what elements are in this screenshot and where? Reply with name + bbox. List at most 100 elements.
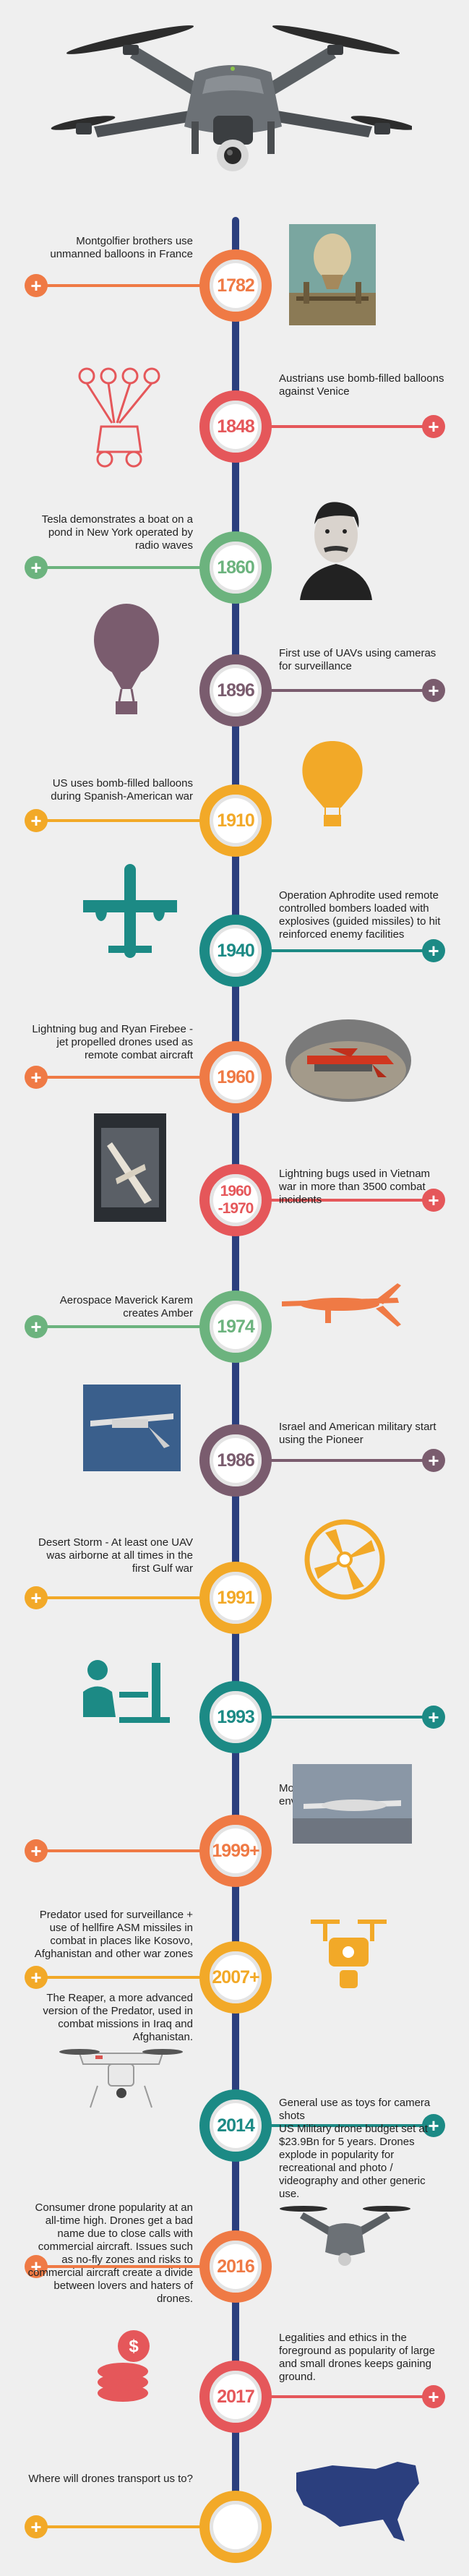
expand-plus-button[interactable]: + [422, 679, 445, 702]
event-description: Israel and American military start using… [279, 1421, 436, 1446]
expand-plus-button[interactable]: + [25, 1586, 48, 1609]
expand-plus-button[interactable]: + [422, 2114, 445, 2137]
year-label: 1974 [217, 1317, 255, 1337]
event-connector [35, 566, 202, 569]
balloon-launch-painting-icon [289, 224, 376, 325]
expand-plus-button[interactable]: + [422, 1189, 445, 1212]
propeller-icon [304, 1519, 385, 1600]
event-connector [269, 2124, 432, 2127]
event-illustration [289, 224, 376, 329]
event-connector [35, 1849, 202, 1852]
event-connector [35, 1976, 202, 1979]
svg-text:$: $ [129, 2337, 139, 2356]
event-illustration [79, 860, 181, 965]
expand-plus-button[interactable]: + [25, 809, 48, 832]
event-description: Tesla demonstrates a boat on a pond in N… [41, 513, 193, 552]
expand-plus-button[interactable]: + [422, 2385, 445, 2408]
event-illustration [87, 604, 166, 719]
usa-map-icon [296, 2462, 419, 2541]
expand-plus-button[interactable]: + [422, 415, 445, 438]
year-circle: 1999+ [199, 1815, 272, 1887]
expand-plus-button[interactable]: + [25, 1315, 48, 1338]
year-circle: 1860 [199, 531, 272, 604]
event-illustration [307, 1909, 390, 1999]
event-connector [35, 1325, 202, 1328]
event-description: Lightning bugs used in Vietnam war in mo… [279, 1168, 431, 1206]
event-connector [35, 2265, 202, 2268]
hero-drone-icon [51, 25, 412, 171]
event-description: US uses bomb-filled balloons during Span… [51, 777, 193, 803]
year-circle: 1993 [199, 1681, 272, 1753]
year-circle: 1848 [199, 390, 272, 463]
year-circle: 2007+ [199, 1941, 272, 2014]
year-label: 1993 [217, 1707, 255, 1727]
white-quadcopter-icon [59, 2049, 183, 2108]
year-circle: 1986 [199, 1424, 272, 1497]
event-illustration [304, 1518, 387, 1605]
timeline-spine [232, 217, 239, 2552]
expand-plus-button[interactable]: + [25, 1066, 48, 1089]
year-circle [199, 2491, 272, 2563]
year-label: 1960 -1970 [218, 1183, 254, 1217]
year-circle: 1974 [199, 1291, 272, 1363]
event-illustration [58, 2024, 184, 2115]
year-circle: 2016 [199, 2230, 272, 2303]
event-connector [269, 1459, 432, 1462]
event-illustration [285, 1019, 412, 1106]
event-description: The Reaper, a more advanced version of t… [43, 1992, 193, 2043]
event-connector [269, 2395, 432, 2398]
event-description: Legalities and ethics in the foreground … [279, 2332, 435, 2383]
event-description: Montgolfier brothers use unmanned balloo… [50, 235, 193, 260]
year-label: 1999+ [212, 1841, 259, 1861]
event-illustration [289, 492, 383, 604]
event-illustration [94, 1113, 166, 1225]
event-description: Desert Storm - At least one UAV was airb… [38, 1536, 193, 1575]
expand-plus-button[interactable]: + [422, 1449, 445, 1472]
expand-plus-button[interactable]: + [25, 2515, 48, 2538]
year-label: 1991 [217, 1588, 255, 1608]
expand-plus-button[interactable]: + [25, 1966, 48, 1989]
balloon-icon [94, 604, 159, 714]
event-connector [269, 1199, 432, 1202]
year-label: 1896 [217, 680, 255, 701]
expand-plus-button[interactable]: + [422, 939, 445, 962]
year-label: 1860 [217, 557, 255, 578]
year-label: 2014 [217, 2115, 255, 2136]
year-circle: 1940 [199, 915, 272, 987]
event-illustration [296, 741, 369, 831]
event-connector [35, 2525, 202, 2528]
event-connector [35, 819, 202, 822]
year-circle: 1782 [199, 249, 272, 322]
event-description: Lightning bug and Ryan Firebee - jet pro… [32, 1023, 193, 1061]
event-illustration [278, 2198, 412, 2274]
expand-plus-button[interactable]: + [25, 1839, 48, 1862]
year-label: 1940 [217, 941, 255, 961]
event-connector [35, 1596, 202, 1599]
event-connector [269, 689, 432, 692]
year-circle: 1960 [199, 1041, 272, 1113]
event-illustration [289, 2451, 423, 2552]
lightning-bug-photo-icon [94, 1113, 166, 1222]
event-description: Where will drones transport us to? [28, 2473, 193, 2485]
expand-plus-button[interactable]: + [422, 1706, 445, 1729]
firebee-drone-photo-icon [285, 1019, 411, 1102]
year-label: 1848 [217, 416, 255, 437]
expand-plus-button[interactable]: + [25, 2255, 48, 2278]
event-description: First use of UAVs using cameras for surv… [279, 647, 436, 672]
year-circle: 2017 [199, 2361, 272, 2433]
event-description: Operation Aphrodite used remote controll… [279, 889, 441, 941]
balloon-cart-icon [78, 367, 160, 468]
event-description: Austrians use bomb-filled balloons again… [279, 372, 444, 398]
event-description: Aerospace Maverick Karem creates Amber [59, 1294, 193, 1319]
computer-operator-icon [83, 1660, 170, 1723]
event-connector [35, 284, 202, 287]
expand-plus-button[interactable]: + [25, 556, 48, 579]
expand-plus-button[interactable]: + [25, 274, 48, 297]
event-description: Consumer drone popularity at an all-time… [27, 2201, 193, 2305]
tesla-portrait-icon [289, 492, 383, 600]
bomber-plane-icon [83, 864, 177, 958]
event-description: General use as toys for camera shots US … [279, 2097, 431, 2200]
event-description: Predator used for surveillance + use of … [34, 1909, 193, 1960]
year-label: 2007+ [212, 1967, 259, 1987]
